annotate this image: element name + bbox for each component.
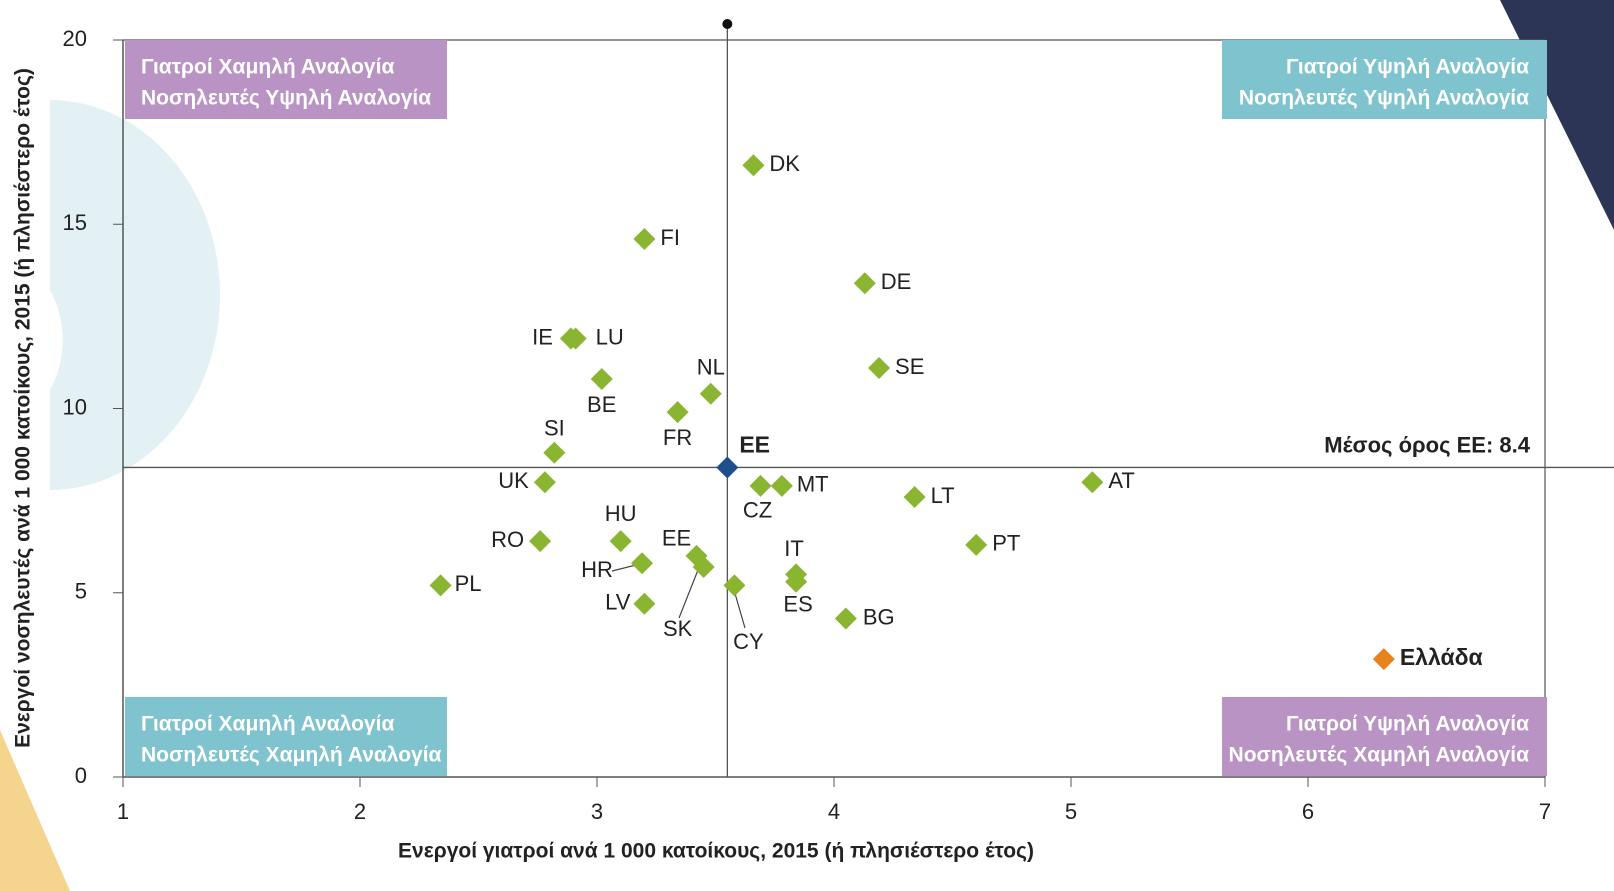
data-point bbox=[633, 227, 656, 250]
point-label: LV bbox=[605, 590, 631, 615]
quadrant-box bbox=[125, 40, 447, 119]
point-label: UK bbox=[498, 468, 529, 493]
point-label: ΕΕ bbox=[739, 432, 770, 458]
data-point bbox=[633, 592, 656, 615]
point-label: IT bbox=[784, 536, 804, 561]
data-point bbox=[716, 456, 739, 479]
data-point bbox=[533, 471, 556, 494]
leader-line bbox=[678, 569, 699, 619]
data-point bbox=[868, 356, 891, 379]
quadrant-label: Γιατροί Χαμηλή Αναλογία bbox=[141, 56, 394, 79]
leader-line bbox=[733, 589, 746, 629]
point-label: HU bbox=[605, 501, 637, 526]
x-tick-label: 6 bbox=[1302, 799, 1314, 824]
point-label: IE bbox=[532, 324, 553, 349]
x-tick-label: 4 bbox=[828, 799, 840, 824]
corner-decoration bbox=[0, 730, 70, 891]
point-label: CZ bbox=[743, 498, 772, 523]
x-tick-label: 5 bbox=[1065, 799, 1077, 824]
data-point bbox=[699, 382, 722, 405]
data-point bbox=[1372, 648, 1395, 671]
y-tick-label: 15 bbox=[63, 210, 87, 235]
point-label: PL bbox=[455, 571, 482, 596]
data-point bbox=[543, 441, 566, 464]
data-point bbox=[529, 530, 552, 553]
x-tick-label: 1 bbox=[117, 799, 129, 824]
quadrant-label: Νοσηλευτές Χαμηλή Αναλογία bbox=[141, 744, 442, 767]
y-axis-label: Ενεργοί νοσηλευτές ανά 1 000 κατοίκους, … bbox=[12, 68, 35, 748]
y-tick-label: 5 bbox=[75, 579, 87, 604]
data-point bbox=[564, 327, 587, 350]
x-tick-label: 3 bbox=[591, 799, 603, 824]
data-point bbox=[965, 533, 988, 556]
data-point bbox=[749, 474, 772, 497]
point-label: LT bbox=[931, 483, 955, 508]
quadrant-label: Νοσηλευτές Χαμηλή Αναλογία bbox=[1229, 744, 1530, 767]
point-label: MT bbox=[797, 472, 829, 497]
mean-label: Μέσος όρος ΕΕ: 8.4 bbox=[1324, 432, 1530, 457]
point-label: CY bbox=[733, 629, 764, 654]
leader-line bbox=[611, 564, 637, 572]
point-label: LU bbox=[596, 324, 624, 349]
point-label: RO bbox=[491, 527, 524, 552]
y-tick-label: 20 bbox=[63, 26, 87, 51]
point-label: EE bbox=[662, 526, 691, 551]
data-point bbox=[834, 607, 857, 630]
point-label: NL bbox=[697, 355, 725, 380]
quadrant-box bbox=[125, 697, 447, 776]
data-point bbox=[742, 154, 765, 177]
line-end bbox=[722, 19, 733, 29]
quadrant-label: Νοσηλευτές Υψηλή Αναλογία bbox=[141, 87, 431, 110]
data-point bbox=[429, 574, 452, 597]
point-label: SK bbox=[663, 616, 693, 641]
data-point bbox=[785, 570, 808, 593]
x-axis-label: Ενεργοί γιατροί ανά 1 000 κατοίκους, 201… bbox=[398, 840, 1034, 863]
quadrant-box bbox=[1222, 697, 1547, 776]
data-point bbox=[666, 401, 689, 424]
data-point bbox=[590, 368, 613, 391]
data-point bbox=[692, 555, 715, 578]
point-label: ES bbox=[783, 592, 812, 617]
quadrant-label: Γιατροί Υψηλή Αναλογία bbox=[1286, 56, 1529, 79]
data-point bbox=[723, 574, 746, 597]
point-label: PT bbox=[992, 531, 1020, 556]
point-label: BG bbox=[863, 604, 895, 629]
quadrant-label: Νοσηλευτές Υψηλή Αναλογία bbox=[1239, 87, 1529, 110]
point-label: DK bbox=[769, 151, 800, 176]
point-label: FR bbox=[663, 425, 692, 450]
background-arc bbox=[50, 100, 220, 490]
y-tick-label: 0 bbox=[75, 763, 87, 788]
point-label: DE bbox=[881, 269, 912, 294]
y-tick-label: 10 bbox=[63, 394, 87, 419]
data-point bbox=[609, 530, 632, 553]
point-label: AT bbox=[1108, 468, 1134, 493]
data-point bbox=[853, 272, 876, 295]
data-point bbox=[903, 485, 926, 508]
point-label: FI bbox=[660, 225, 680, 250]
quadrant-label: Γιατροί Υψηλή Αναλογία bbox=[1286, 713, 1529, 736]
point-label: HR bbox=[581, 557, 613, 582]
point-label: BE bbox=[587, 392, 616, 417]
data-point bbox=[1081, 471, 1104, 494]
data-point bbox=[631, 552, 654, 575]
point-label: Ελλάδα bbox=[1400, 644, 1483, 670]
quadrant-label: Γιατροί Χαμηλή Αναλογία bbox=[141, 713, 394, 736]
point-label: SI bbox=[544, 416, 565, 441]
x-tick-label: 7 bbox=[1539, 799, 1551, 824]
point-label: SE bbox=[895, 354, 924, 379]
quadrant-box bbox=[1222, 40, 1547, 119]
x-tick-label: 2 bbox=[354, 799, 366, 824]
data-point bbox=[770, 474, 793, 497]
